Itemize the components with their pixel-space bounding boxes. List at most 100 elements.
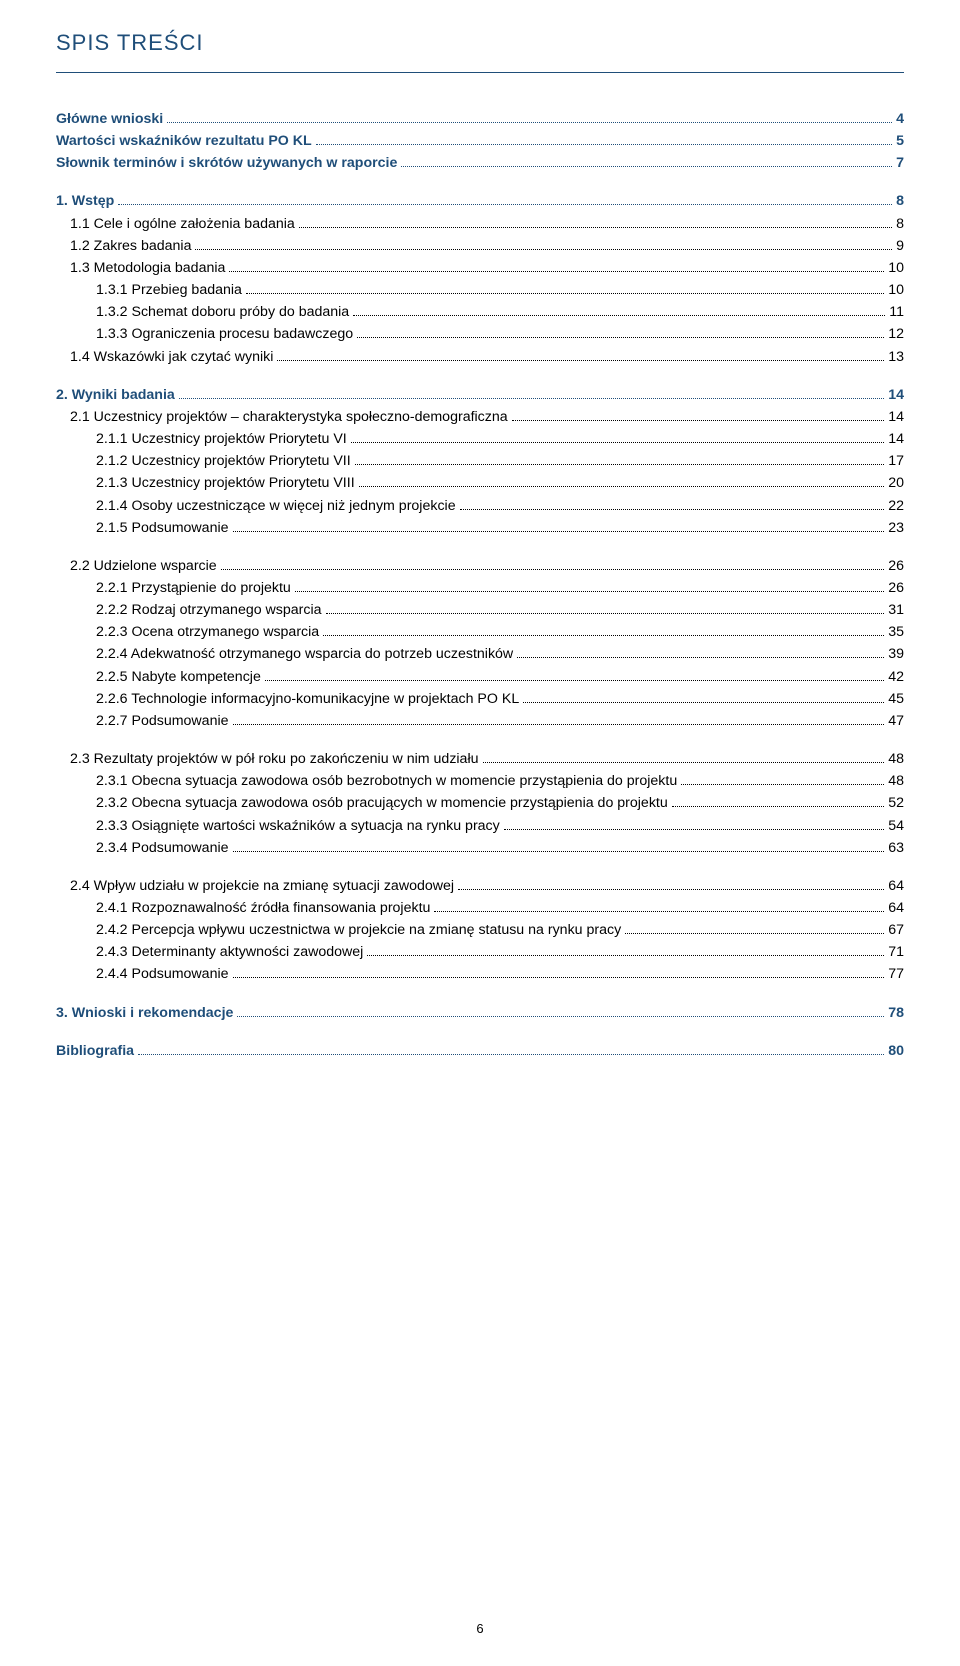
toc-entry-label: 2.1.1 Uczestnicy projektów Priorytetu VI [96,429,347,449]
toc-entry-page: 8 [896,191,904,211]
toc-entry[interactable]: 2.3.2 Obecna sytuacja zawodowa osób prac… [56,793,904,813]
toc-entry[interactable]: 1.3 Metodologia badania10 [56,258,904,278]
toc-leader [460,497,885,510]
toc-leader [229,259,884,272]
toc-entry[interactable]: 2.1.4 Osoby uczestniczące w więcej niż j… [56,496,904,516]
toc-entry[interactable]: Główne wnioski4 [56,109,904,129]
toc-leader [246,281,884,294]
toc-entry[interactable]: 2.4.2 Percepcja wpływu uczestnictwa w pr… [56,920,904,940]
toc-entry[interactable]: 1.2 Zakres badania9 [56,236,904,256]
toc-entry[interactable]: 2.4.4 Podsumowanie77 [56,964,904,984]
toc-leader [401,155,892,168]
toc-leader [265,668,884,681]
toc-entry-label: 2.3 Rezultaty projektów w pół roku po za… [70,749,479,769]
toc-leader [233,519,885,532]
toc-entry-label: 2. Wyniki badania [56,385,175,405]
toc-leader [355,452,885,465]
toc-entry[interactable]: 2.1.5 Podsumowanie23 [56,518,904,538]
toc-leader [512,408,885,421]
toc-entry[interactable]: Wartości wskaźników rezultatu PO KL 5 [56,131,904,151]
toc-entry[interactable]: 2.2.5 Nabyte kompetencje42 [56,667,904,687]
toc-entry[interactable]: 2.4 Wpływ udziału w projekcie na zmianę … [56,876,904,896]
toc-entry-page: 31 [888,600,904,620]
toc-entry-page: 64 [888,898,904,918]
toc-entry-label: 2.2.1 Przystąpienie do projektu [96,578,291,598]
toc-entry[interactable]: 2.3.1 Obecna sytuacja zawodowa osób bezr… [56,771,904,791]
title-rule [56,72,904,73]
toc-leader [277,348,884,361]
toc-entry-label: 1.2 Zakres badania [70,236,191,256]
toc-entry-page: 48 [888,749,904,769]
toc-entry[interactable]: 1.3.3 Ograniczenia procesu badawczego 12 [56,324,904,344]
toc-entry-page: 22 [888,496,904,516]
toc-entry-label: 1.1 Cele i ogólne założenia badania [70,214,295,234]
toc-entry-page: 13 [888,347,904,367]
toc-entry[interactable]: 2.3.4 Podsumowanie63 [56,838,904,858]
toc-leader [179,386,884,399]
toc-leader [118,193,892,206]
toc-entry[interactable]: 2.3.3 Osiągnięte wartości wskaźników a s… [56,816,904,836]
toc-entry[interactable]: Słownik terminów i skrótów używanych w r… [56,153,904,173]
toc-leader [483,750,885,763]
toc-entry[interactable]: 2.2.2 Rodzaj otrzymanego wsparcia31 [56,600,904,620]
toc-entry[interactable]: 2.2.6 Technologie informacyjno-komunikac… [56,689,904,709]
toc-entry-label: 2.2.4 Adekwatność otrzymanego wsparcia d… [96,644,513,664]
toc-entry-label: 2.1.5 Podsumowanie [96,518,229,538]
toc-leader [299,215,892,228]
toc-leader [523,690,884,703]
toc-entry[interactable]: 2.2.3 Ocena otrzymanego wsparcia35 [56,622,904,642]
toc-entry-page: 26 [888,578,904,598]
toc-title: SPIS TREŚCI [56,30,904,56]
toc-entry[interactable]: 2.1.2 Uczestnicy projektów Priorytetu VI… [56,451,904,471]
toc-entry[interactable]: 2.2.4 Adekwatność otrzymanego wsparcia d… [56,644,904,664]
toc-entry-page: 10 [888,258,904,278]
toc-entry[interactable]: 1.1 Cele i ogólne założenia badania 8 [56,214,904,234]
page-footer: 6 [56,1621,904,1636]
toc-entry-label: 1.3.2 Schemat doboru próby do badania [96,302,349,322]
toc-entry[interactable]: 1.3.2 Schemat doboru próby do badania 11 [56,302,904,322]
toc-entry-label: 2.3.1 Obecna sytuacja zawodowa osób bezr… [96,771,677,791]
toc-entry[interactable]: Bibliografia80 [56,1041,904,1061]
toc-entry[interactable]: 1.3.1 Przebieg badania10 [56,280,904,300]
toc-leader [233,839,885,852]
toc-entry-page: 42 [888,667,904,687]
toc-entry[interactable]: 2.1.1 Uczestnicy projektów Priorytetu VI… [56,429,904,449]
toc-entry[interactable]: 2.2.1 Przystąpienie do projektu 26 [56,578,904,598]
toc-entry[interactable]: 2. Wyniki badania14 [56,385,904,405]
toc-leader [233,966,885,979]
toc-leader [681,772,884,785]
toc-entry-label: 1.3.3 Ograniczenia procesu badawczego [96,324,353,344]
toc-entry-page: 8 [896,214,904,234]
toc-entry-label: 2.3.2 Obecna sytuacja zawodowa osób prac… [96,793,668,813]
toc-leader [323,624,884,637]
toc-entry[interactable]: 2.1.3 Uczestnicy projektów Priorytetu VI… [56,473,904,493]
toc-entry-label: 1. Wstęp [56,191,114,211]
toc-entry[interactable]: 2.4.3 Determinanty aktywności zawodowej7… [56,942,904,962]
toc-entry-label: 2.1 Uczestnicy projektów – charakterysty… [70,407,508,427]
toc-entry-page: 20 [888,473,904,493]
toc-entry-label: 2.4 Wpływ udziału w projekcie na zmianę … [70,876,454,896]
toc-entry[interactable]: 2.3 Rezultaty projektów w pół roku po za… [56,749,904,769]
toc-entry[interactable]: 2.2 Udzielone wsparcie26 [56,556,904,576]
toc-leader [367,944,884,957]
toc-entry[interactable]: 2.4.1 Rozpoznawalność źródła finansowani… [56,898,904,918]
toc-leader [504,817,884,830]
toc-entry-label: 2.1.3 Uczestnicy projektów Priorytetu VI… [96,473,355,493]
toc-entry-label: Wartości wskaźników rezultatu PO KL [56,131,312,151]
toc-entry[interactable]: 2.2.7 Podsumowanie47 [56,711,904,731]
toc-entry-page: 5 [896,131,904,151]
toc-leader [625,921,884,934]
toc-leader [138,1042,884,1055]
toc-entry-page: 35 [888,622,904,642]
toc-entry[interactable]: 3. Wnioski i rekomendacje78 [56,1003,904,1023]
toc-entry[interactable]: 1. Wstęp 8 [56,191,904,211]
toc-leader [357,326,884,339]
toc-entry[interactable]: 2.1 Uczestnicy projektów – charakterysty… [56,407,904,427]
toc-entry-page: 11 [889,302,904,322]
toc-entry-label: Główne wnioski [56,109,163,129]
toc-leader [517,646,884,659]
toc-leader [672,795,884,808]
toc-leader [353,303,885,316]
toc-entry[interactable]: 1.4 Wskazówki jak czytać wyniki13 [56,347,904,367]
toc-entry-page: 12 [888,324,904,344]
